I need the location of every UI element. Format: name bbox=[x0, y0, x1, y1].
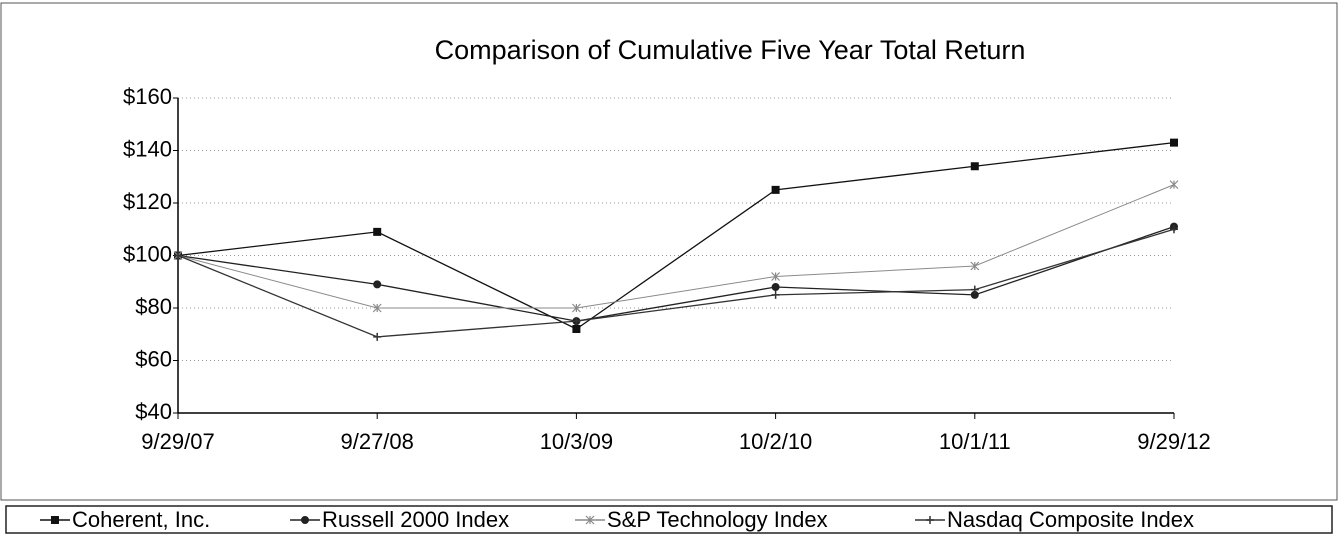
legend-marker bbox=[301, 516, 309, 524]
data-point bbox=[572, 325, 581, 333]
x-tick-label: 9/27/08 bbox=[340, 429, 413, 454]
legend-marker bbox=[51, 516, 59, 524]
y-tick-label: $60 bbox=[135, 346, 172, 371]
data-point bbox=[373, 332, 382, 341]
x-tick-label: 10/1/11 bbox=[939, 429, 1011, 454]
legend-label: Coherent, Inc. bbox=[72, 507, 210, 532]
series-line bbox=[177, 141, 1175, 330]
data-point bbox=[970, 162, 979, 171]
data-point bbox=[1169, 180, 1179, 190]
data-point bbox=[771, 185, 780, 194]
y-tick-label: $40 bbox=[135, 399, 172, 424]
data-point bbox=[970, 285, 979, 294]
series-line bbox=[177, 228, 1175, 338]
legend-label: S&P Technology Index bbox=[607, 507, 828, 532]
data-point bbox=[572, 317, 581, 326]
data-point bbox=[373, 280, 382, 289]
y-tick-label: $140 bbox=[123, 136, 172, 161]
y-tick-label: $120 bbox=[123, 189, 172, 214]
legend-marker bbox=[585, 515, 595, 525]
series-line bbox=[177, 184, 1175, 309]
data-point bbox=[970, 261, 980, 271]
legend-marker bbox=[926, 516, 934, 524]
legend-label: Nasdaq Composite Index bbox=[947, 507, 1194, 532]
data-point bbox=[1170, 225, 1178, 234]
x-tick-label: 10/3/09 bbox=[540, 429, 613, 454]
x-tick-label: 9/29/12 bbox=[1137, 429, 1210, 454]
y-tick-label: $100 bbox=[123, 241, 172, 266]
legend-box bbox=[5, 505, 1333, 534]
x-tick-label: 9/29/07 bbox=[141, 429, 214, 454]
x-tick-label: 10/2/10 bbox=[739, 429, 812, 454]
y-tick-label: $160 bbox=[123, 84, 172, 109]
data-point bbox=[174, 251, 182, 260]
data-point bbox=[373, 227, 382, 236]
chart-title: Comparison of Cumulative Five Year Total… bbox=[435, 35, 1026, 65]
data-point bbox=[771, 283, 780, 291]
chart-border bbox=[0, 2, 1338, 501]
data-point bbox=[1170, 138, 1178, 147]
legend-label: Russell 2000 Index bbox=[322, 507, 509, 532]
y-tick-label: $80 bbox=[135, 294, 172, 319]
data-point bbox=[571, 303, 581, 313]
series-line bbox=[177, 226, 1175, 322]
data-point bbox=[771, 272, 781, 281]
data-point bbox=[771, 290, 780, 299]
data-point bbox=[372, 303, 382, 313]
